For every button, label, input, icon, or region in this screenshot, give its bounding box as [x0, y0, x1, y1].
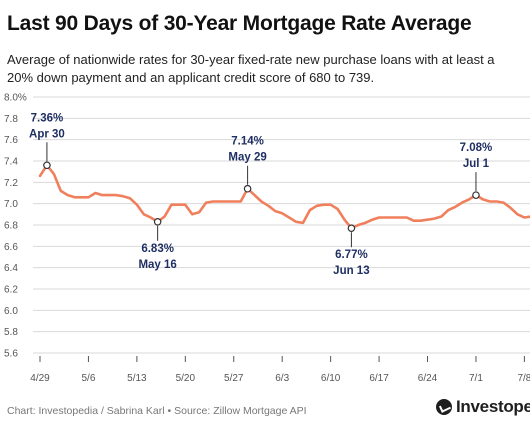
y-tick-label: 6.6 [4, 242, 18, 253]
y-tick-label: 8.0% [4, 93, 27, 104]
y-tick-label: 6.0 [4, 306, 18, 317]
annotation: 6.77% Jun 13 [333, 224, 370, 277]
gridlines [33, 96, 530, 354]
x-tick-label: 6/17 [369, 373, 389, 384]
annotation-date: Jul 1 [463, 158, 490, 170]
annotation: 7.14% May 29 [228, 136, 267, 193]
rate-line [38, 164, 530, 230]
x-tick-label: 7/1 [469, 373, 483, 384]
x-tick-label: 5/20 [176, 373, 196, 384]
chart-subtitle: Average of nationwide rates for 30-year … [7, 52, 495, 85]
x-tick-label: 6/24 [418, 373, 438, 384]
x-tick-label: 5/13 [127, 373, 147, 384]
annotation: 6.83% May 16 [138, 218, 177, 271]
y-tick-label: 7.2 [4, 178, 18, 189]
y-tick-label: 6.4 [4, 263, 18, 274]
investopedia-logo: Investopedia [436, 397, 530, 417]
series-line [38, 164, 530, 230]
annotation-date: May 16 [138, 259, 176, 271]
annotation-rate: 7.14% [231, 136, 264, 148]
x-tick-label: 5/27 [224, 373, 244, 384]
annotation-marker [243, 184, 252, 193]
x-tick-label: 4/29 [30, 373, 50, 384]
annotations: 7.36% Apr 30 6.83% May 16 7.14% May 29 6.77% Ju… [29, 112, 493, 277]
annotation-rate: 7.08% [460, 142, 493, 154]
y-axis-labels: 8.0% 7.8 7.6 7.4 7.2 7.0 6.8 6.6 6.4 6.2 6.0 5.8 5.6 [4, 93, 27, 360]
x-tick-label: 6/3 [275, 373, 289, 384]
chart-source: Chart: Investopedia / Sabrina Karl • Sou… [7, 405, 307, 417]
annotation-date: Jun 13 [333, 265, 369, 277]
annotation: 7.08% Jul 1 [460, 142, 493, 199]
y-tick-label: 5.6 [4, 349, 18, 360]
y-tick-label: 7.4 [4, 157, 18, 168]
y-tick-label: 7.8 [4, 114, 18, 125]
annotation-rate: 7.36% [31, 112, 64, 124]
annotation-marker [472, 191, 480, 199]
y-tick-label: 7.0 [4, 199, 18, 210]
chart-title: Last 90 Days of 30-Year Mortgage Rate Av… [7, 12, 472, 35]
x-tick-label: 7/8 [517, 373, 530, 384]
annotation-marker [153, 218, 162, 226]
annotation-rate: 6.77% [335, 249, 368, 261]
annotation-rate: 6.83% [141, 243, 174, 255]
annotation-marker [347, 224, 356, 233]
annotation-date: Apr 30 [29, 128, 65, 140]
annotation: 7.36% Apr 30 [29, 112, 65, 170]
x-tick-label: 5/6 [81, 373, 95, 384]
investopedia-logo-icon [436, 399, 452, 415]
x-axis-ticks: 4/29 5/6 5/13 5/20 5/27 6/3 6/10 6/17 6/24 7/1 7/8… [30, 356, 530, 384]
x-tick-label: 6/10 [321, 373, 341, 384]
y-tick-label: 5.8 [4, 327, 18, 338]
logo-text: Investopedia [456, 397, 530, 416]
y-tick-label: 6.2 [4, 285, 18, 296]
annotation-date: May 29 [228, 152, 266, 164]
y-tick-label: 6.8 [4, 221, 18, 232]
annotation-marker [43, 161, 51, 170]
y-tick-label: 7.6 [4, 135, 18, 146]
